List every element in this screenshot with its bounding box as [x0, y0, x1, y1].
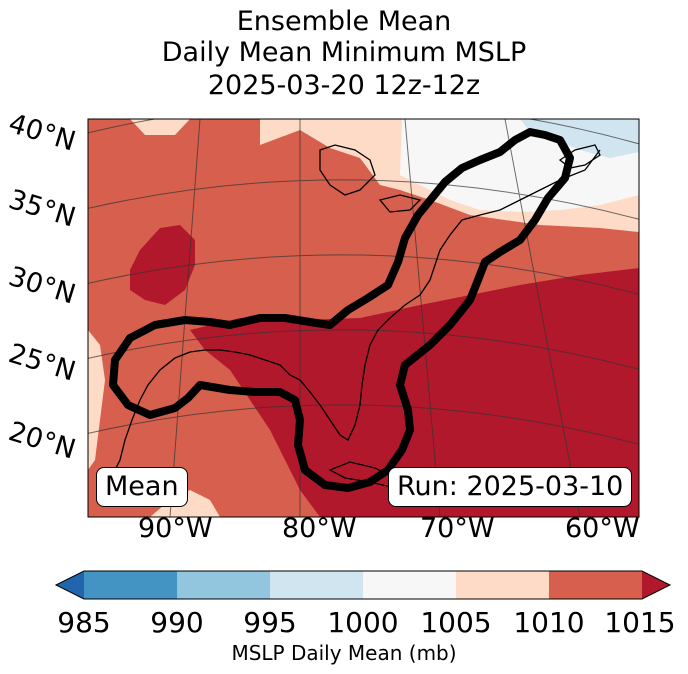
colorbar-segment-1000-1005 [363, 571, 456, 599]
graticule-lon-70 [404, 119, 441, 517]
colorbar-segment-985-990 [84, 571, 177, 599]
run-date-box: Run: 2025-03-10 [388, 467, 633, 507]
colorbar-over-arrow [642, 571, 670, 599]
field-1005-1010-southwest [88, 330, 105, 470]
map-frame [87, 118, 640, 518]
graticule-lat-35 [88, 179, 639, 220]
title-line-3: 2025-03-20 12z-12z [207, 70, 481, 101]
colorbar-segment-995-1000 [270, 571, 363, 599]
colorbar-under-arrow [56, 571, 84, 599]
field-995-1000 [520, 119, 639, 158]
graticule-lat-40 [88, 119, 639, 145]
graticule-lat-30 [88, 254, 639, 295]
lon-label-70w: 70°W [420, 513, 495, 544]
graticule [88, 119, 639, 517]
colorbar-tick-990: 990 [150, 606, 204, 639]
ensemble-contour [109, 128, 574, 492]
colorbar-tick-1005: 1005 [420, 606, 492, 639]
colorbar-outline [54, 570, 672, 600]
colorbar-tick-1000: 1000 [327, 606, 399, 639]
colorbar-segment-990-995 [177, 571, 270, 599]
us-east-coast [109, 149, 601, 481]
graticule-lon-60 [504, 119, 581, 517]
colorbar-tick-1010: 1010 [513, 606, 585, 639]
graticule-lat-25 [88, 329, 639, 370]
colorbar [54, 570, 672, 600]
colorbar-tick-985: 985 [57, 606, 111, 639]
lon-label-80w: 80°W [282, 513, 357, 544]
colorbar-label: MSLP Daily Mean (mb) [231, 641, 457, 665]
colorbar-segment-1010-1015 [549, 571, 642, 599]
colorbar-segment-1005-1010 [456, 571, 549, 599]
field-over-1015-west [130, 225, 195, 305]
colorbar-tick-1015: 1015 [604, 606, 676, 639]
lon-label-60w: 60°W [565, 513, 640, 544]
coastlines [109, 144, 601, 489]
colorbar-tick-995: 995 [243, 606, 297, 639]
lon-label-90w: 90°W [138, 513, 213, 544]
map-area [88, 119, 639, 517]
title-line-1: Ensemble Mean [236, 6, 452, 37]
great-lakes [319, 144, 422, 213]
mean-label-box: Mean [96, 467, 188, 507]
title-line-2: Daily Mean Minimum MSLP [161, 37, 527, 68]
